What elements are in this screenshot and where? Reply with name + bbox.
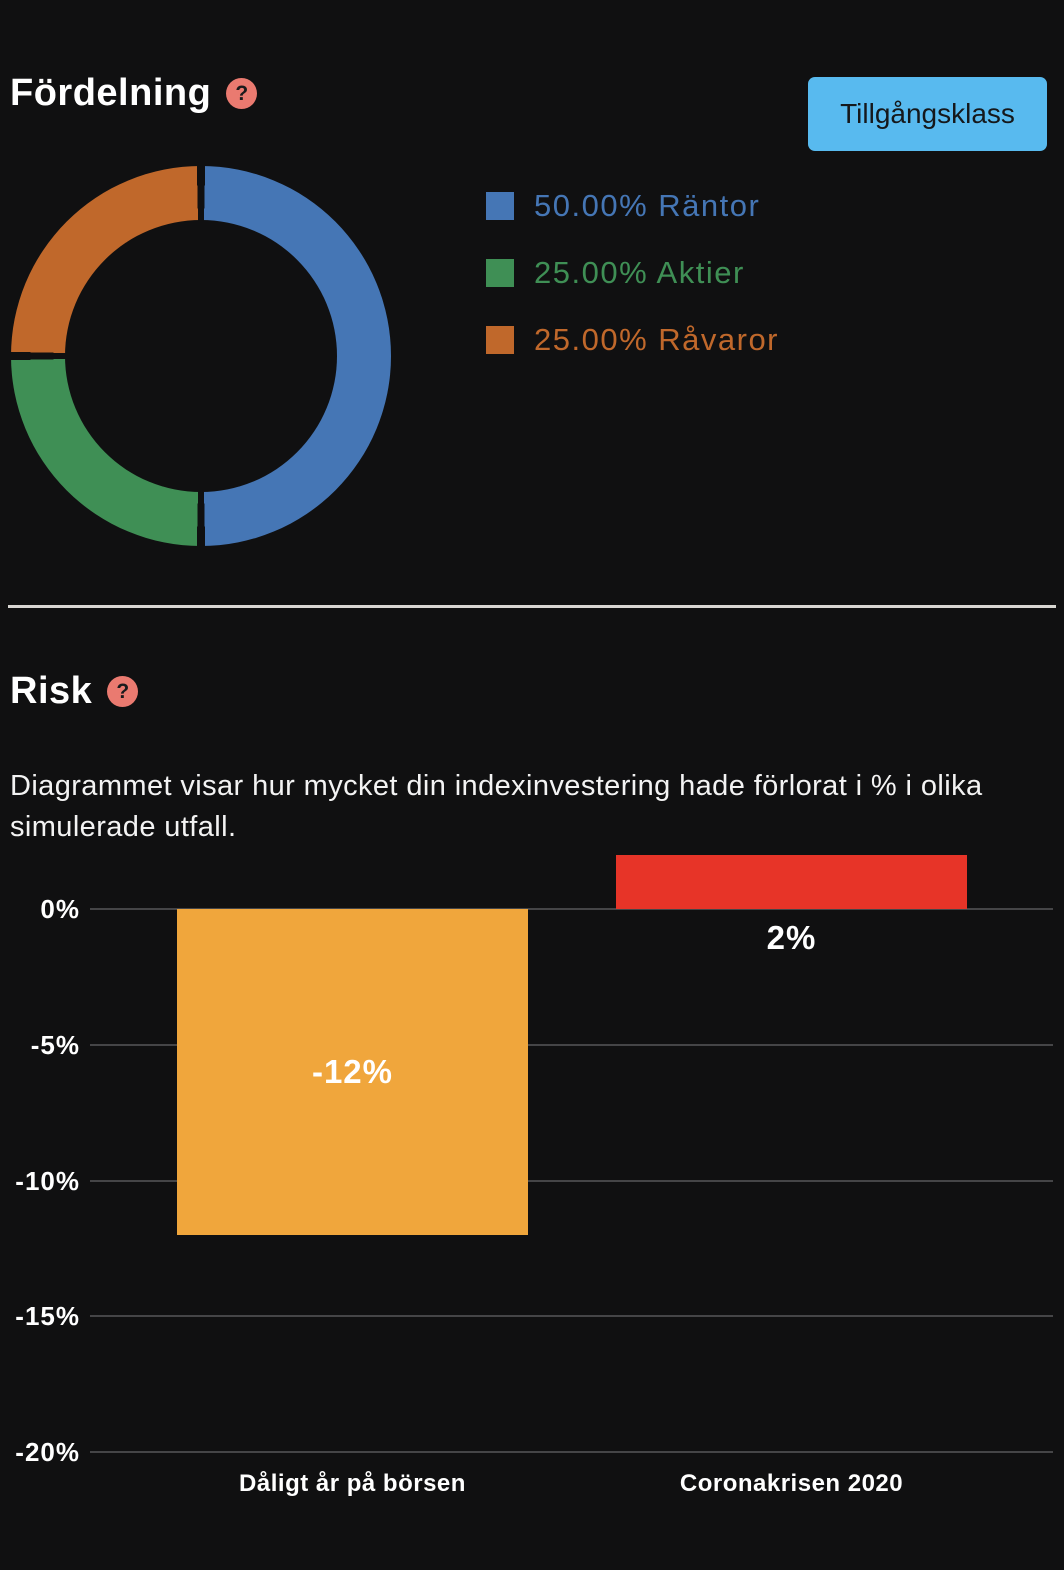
legend-item-räntor[interactable]: 50.00% Räntor [486,187,779,223]
legend-label: 25.00% Aktier [534,254,745,290]
gridline--5% [90,1043,1053,1046]
bar-value-label: -12% [311,1052,394,1090]
asset-class-button[interactable]: Tillgångsklass [808,77,1047,151]
legend-item-aktier[interactable]: 25.00% Aktier [486,254,779,290]
legend-item-råvaror[interactable]: 25.00% Råvaror [486,321,780,357]
y-tick-label: -15% [15,1301,80,1332]
y-tick-label: -20% [15,1437,80,1467]
y-tick-label: 0% [40,894,80,924]
legend-label: 25.00% Råvaror [534,321,780,357]
risk-header: Risk ? [10,670,139,713]
gridline-0% [90,908,1053,910]
allocation-help-icon[interactable]: ? [226,78,258,109]
gridline--20% [90,1451,1053,1453]
allocation-donut-chart[interactable] [11,166,391,546]
bar-value-label: 2% [766,919,817,956]
gridline--10% [90,1179,1053,1182]
section-divider [8,605,1056,608]
risk-title: Risk [10,670,93,712]
donut-hole [65,220,337,492]
gridline--15% [90,1315,1053,1318]
y-tick-label: -10% [15,1165,80,1196]
risk-help-icon[interactable]: ? [107,676,139,707]
allocation-legend: 50.00% Räntor 25.00% Aktier 25.00% Råvaror [486,187,780,391]
legend-swatch-icon [486,258,514,287]
legend-swatch-icon [486,191,514,220]
legend-label: 50.00% Räntor [534,187,761,223]
risk-description: Diagrammet visar hur mycket din indexinv… [10,770,983,843]
bar-coronakrisen[interactable] [616,854,967,909]
bar-daligt-ar[interactable] [177,909,528,1235]
x-category-label: Coronakrisen 2020 [679,1470,904,1497]
allocation-title: Fördelning [10,72,212,114]
y-tick-label: -5% [30,1029,80,1060]
allocation-header: Fördelning ? [10,72,258,115]
x-category-label: Dåligt år på börsen [239,1470,466,1497]
risk-bar-chart: 0% -5% -10% -15% -20% -12% Dåligt år på börsen… [0,840,1064,1540]
legend-swatch-icon [486,325,514,354]
